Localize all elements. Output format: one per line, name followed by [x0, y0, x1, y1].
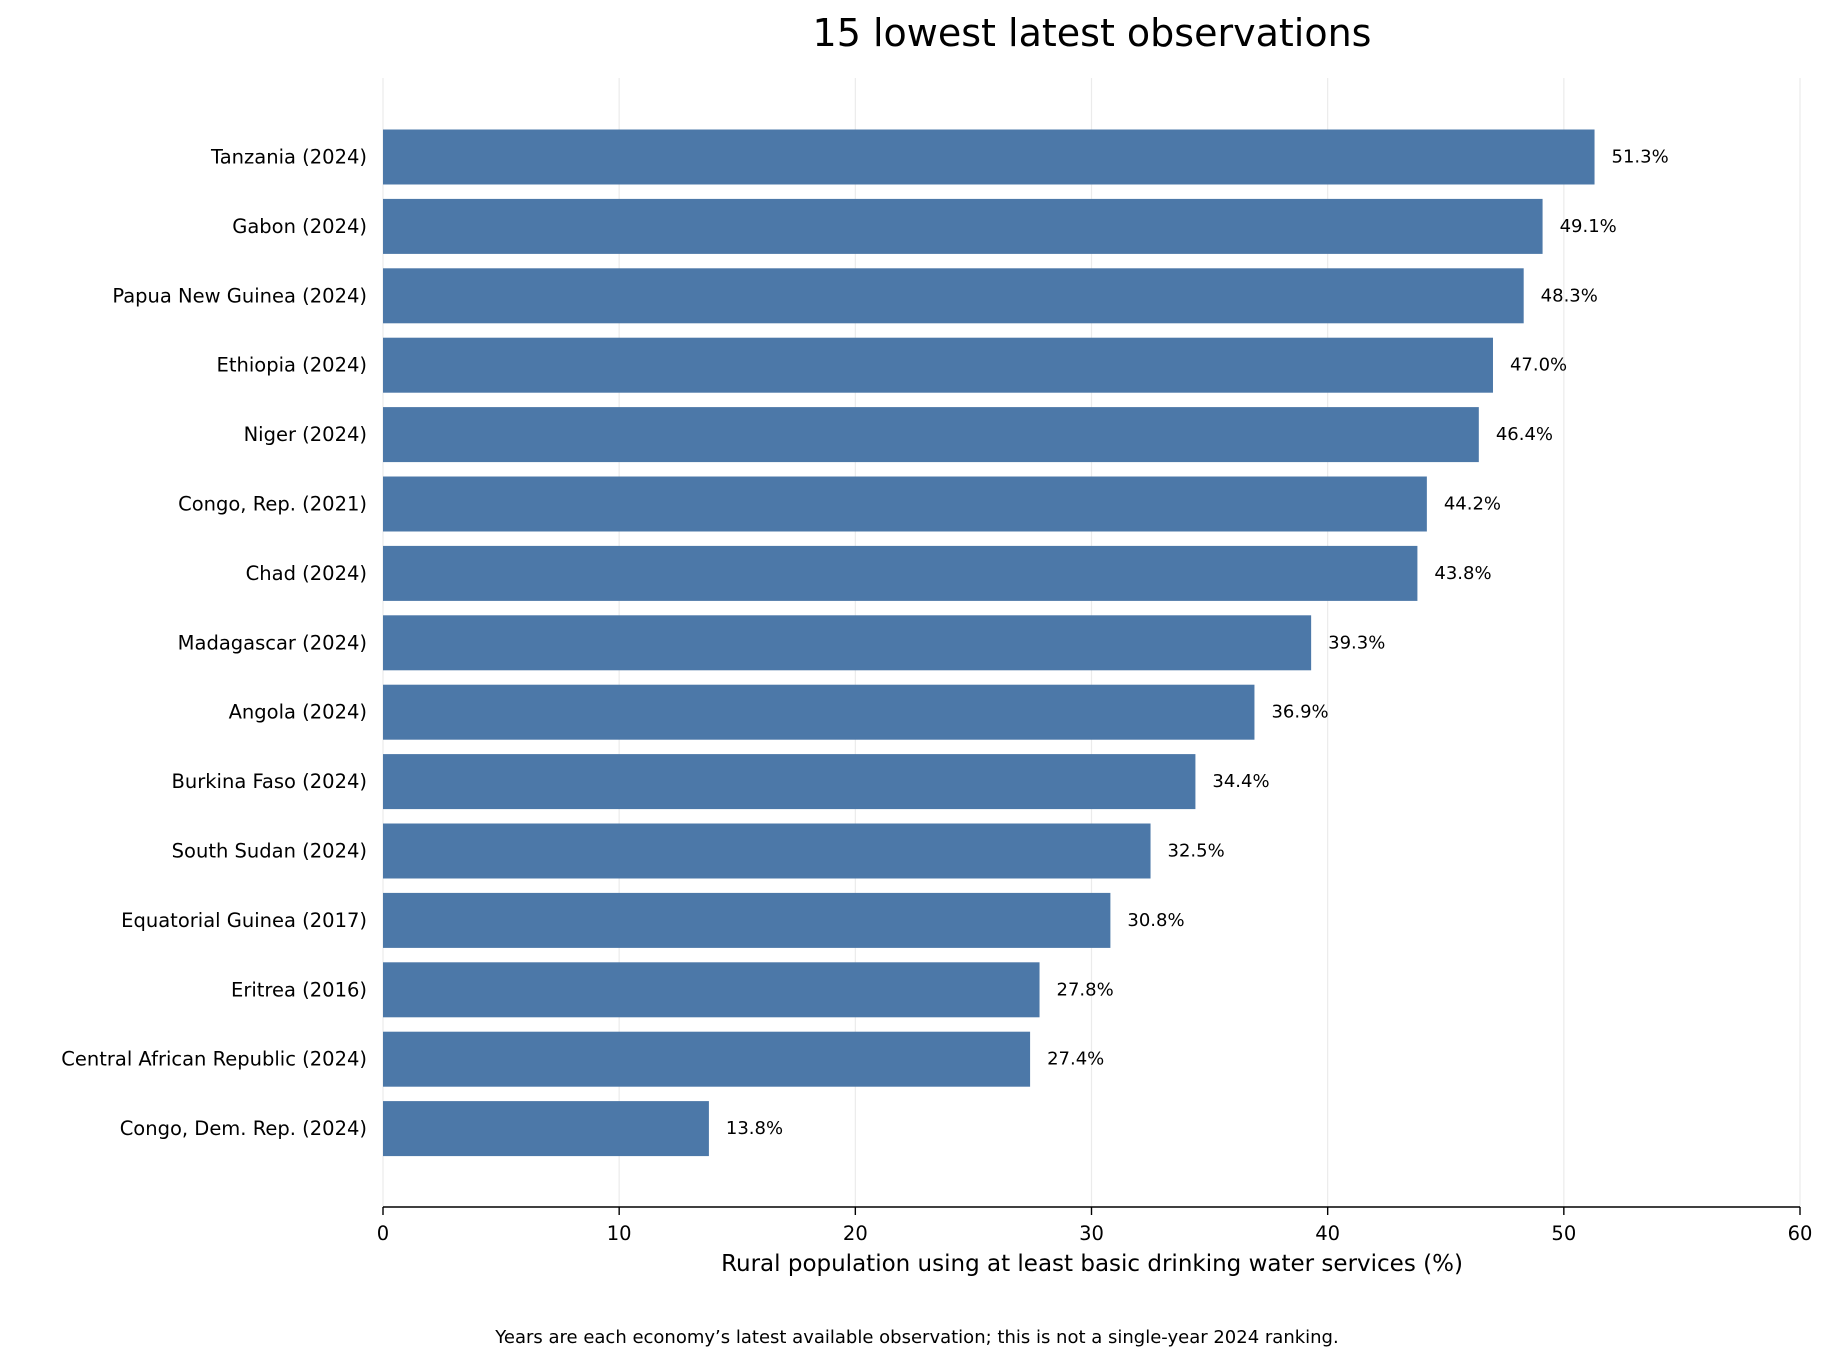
- value-label: 34.4%: [1212, 771, 1269, 792]
- value-label: 30.8%: [1127, 910, 1184, 931]
- category-label: South Sudan (2024): [172, 840, 367, 863]
- bar: [383, 962, 1040, 1018]
- bar: [383, 129, 1595, 185]
- x-tick-label: 60: [1788, 1222, 1813, 1245]
- bar: [383, 823, 1151, 879]
- category-label: Equatorial Guinea (2017): [121, 909, 367, 932]
- category-label: Ethiopia (2024): [217, 354, 367, 377]
- category-label: Tanzania (2024): [210, 146, 367, 169]
- x-tick-label: 30: [1079, 1222, 1104, 1245]
- bar: [383, 476, 1427, 532]
- value-labels: 51.3% 49.1% 48.3% 47.0% 46.4% 44.2% 43.8% 39.3%…: [726, 147, 1669, 1140]
- category-label: Chad (2024): [246, 562, 367, 585]
- category-labels: Tanzania (2024) Gabon (2024) Papua New Gui…: [61, 146, 367, 1141]
- x-tick-label: 0: [377, 1222, 389, 1245]
- value-label: 46.4%: [1496, 424, 1553, 445]
- value-label: 32.5%: [1168, 841, 1225, 862]
- value-label: 43.8%: [1434, 563, 1491, 584]
- bar: [383, 754, 1196, 810]
- category-label: Congo, Dem. Rep. (2024): [120, 1117, 367, 1140]
- bar: [383, 198, 1543, 254]
- value-label: 47.0%: [1510, 355, 1567, 376]
- value-label: 48.3%: [1541, 285, 1598, 306]
- bar: [383, 1031, 1031, 1087]
- x-tick-label: 20: [843, 1222, 868, 1245]
- category-label: Eritrea (2016): [231, 978, 367, 1001]
- value-label: 13.8%: [726, 1118, 783, 1139]
- value-label: 49.1%: [1560, 216, 1617, 237]
- bar: [383, 545, 1418, 601]
- x-axis-label: Rural population using at least basic dr…: [721, 1251, 1463, 1277]
- category-label: Congo, Rep. (2021): [178, 493, 367, 516]
- category-label: Angola (2024): [229, 701, 367, 724]
- bar: [383, 268, 1524, 324]
- category-label: Burkina Faso (2024): [172, 770, 367, 793]
- x-tick-label: 40: [1315, 1222, 1340, 1245]
- value-label: 44.2%: [1444, 494, 1501, 515]
- value-label: 27.4%: [1047, 1049, 1104, 1070]
- x-tick-label: 10: [607, 1222, 632, 1245]
- bar: [383, 1101, 709, 1157]
- category-label: Central African Republic (2024): [61, 1048, 367, 1071]
- value-label: 51.3%: [1612, 147, 1669, 168]
- bars: [383, 129, 1595, 1157]
- bar: [383, 337, 1493, 393]
- bar: [383, 615, 1312, 671]
- bar: [383, 684, 1255, 740]
- category-label: Madagascar (2024): [178, 631, 367, 654]
- bar: [383, 407, 1479, 463]
- value-label: 36.9%: [1271, 702, 1328, 723]
- value-label: 39.3%: [1328, 632, 1385, 653]
- x-axis: 0 10 20 30 40 50 60: [377, 1206, 1813, 1245]
- footnote: Years are each economy’s latest availabl…: [494, 1327, 1338, 1348]
- value-label: 27.8%: [1057, 979, 1114, 1000]
- x-tick-label: 50: [1551, 1222, 1576, 1245]
- category-label: Niger (2024): [244, 423, 367, 446]
- category-label: Papua New Guinea (2024): [112, 284, 367, 307]
- chart-title: 15 lowest latest observations: [813, 11, 1372, 55]
- bar: [383, 892, 1111, 948]
- category-label: Gabon (2024): [232, 215, 367, 238]
